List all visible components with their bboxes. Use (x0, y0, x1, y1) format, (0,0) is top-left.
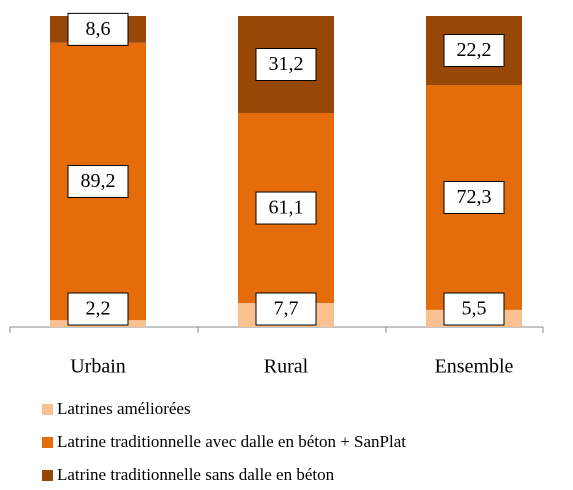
legend-swatch (42, 404, 53, 415)
x-tick-label: Rural (264, 356, 309, 378)
data-label: 89,2 (81, 170, 116, 192)
data-label: 72,3 (457, 186, 492, 208)
label-box (443, 34, 505, 68)
label-box (255, 191, 317, 225)
legend-label: Latrine traditionnelle sans dalle en bét… (57, 465, 335, 484)
data-label: 5,5 (462, 298, 487, 320)
data-label: 7,7 (274, 298, 299, 320)
data-label: 2,2 (86, 298, 111, 320)
label-box (255, 292, 317, 326)
label-box (67, 164, 129, 198)
legend-label: Latrines améliorées (57, 399, 191, 418)
x-tick-label: Urbain (70, 356, 126, 378)
data-label: 31,2 (269, 53, 304, 75)
label-box (443, 180, 505, 214)
data-label: 22,2 (457, 39, 492, 61)
label-box (255, 48, 317, 82)
legend-swatch (42, 470, 53, 481)
legend-swatch (42, 437, 53, 448)
x-tick-label: Ensemble (435, 356, 514, 378)
label-box (67, 292, 129, 326)
data-label: 8,6 (86, 18, 111, 40)
data-label: 61,1 (269, 197, 304, 219)
label-box (443, 292, 505, 326)
label-box (67, 12, 129, 46)
legend-label: Latrine traditionnelle avec dalle en bét… (57, 432, 406, 451)
